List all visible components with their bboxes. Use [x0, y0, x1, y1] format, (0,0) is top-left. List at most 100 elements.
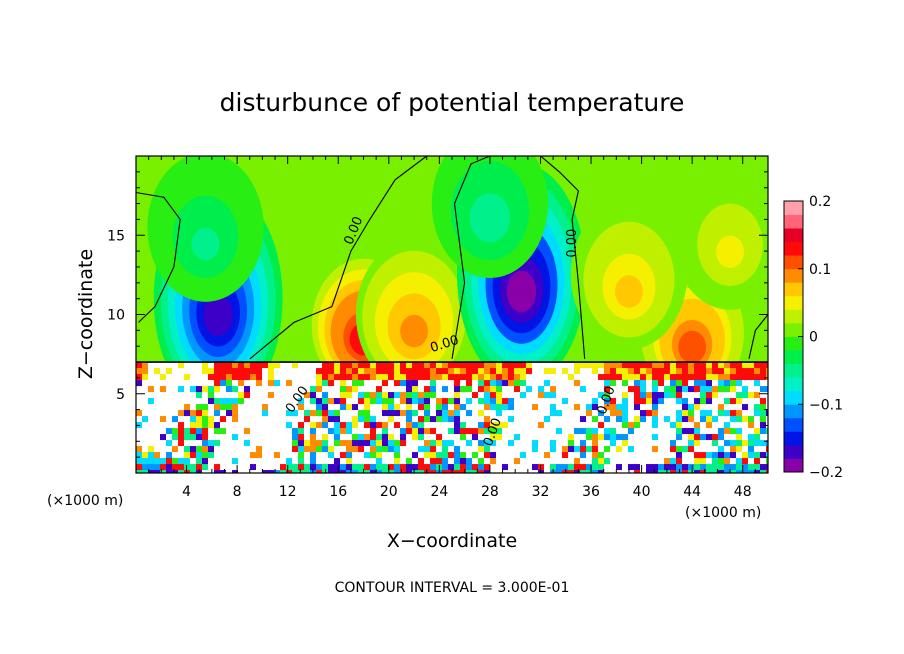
lower-cell — [340, 422, 347, 429]
lower-cell — [334, 428, 341, 435]
lower-cell — [562, 392, 569, 399]
lower-cell — [310, 380, 317, 387]
lower-cell — [514, 392, 521, 399]
lower-cell — [640, 470, 647, 473]
lower-cell — [592, 422, 599, 429]
lower-cell — [364, 422, 371, 429]
lower-cell — [496, 470, 503, 473]
lower-cell — [154, 446, 161, 453]
lower-cell — [376, 416, 383, 423]
lower-cell — [346, 458, 353, 465]
lower-cell — [550, 446, 557, 453]
lower-cell — [448, 362, 455, 369]
x-tick-label: 24 — [430, 484, 448, 500]
lower-cell — [142, 374, 149, 381]
lower-cell — [178, 464, 185, 471]
lower-cell — [190, 362, 197, 369]
lower-cell — [400, 464, 407, 471]
lower-cell — [682, 362, 689, 369]
lower-cell — [400, 386, 407, 393]
lower-cell — [238, 416, 245, 423]
colorbar-segment — [784, 377, 803, 392]
lower-cell — [652, 380, 659, 387]
lower-cell — [490, 446, 497, 453]
lower-cell — [280, 416, 287, 423]
colorbar-segment — [784, 336, 803, 351]
lower-cell — [310, 440, 317, 447]
lower-cell — [724, 404, 731, 411]
lower-cell — [706, 386, 713, 393]
x-unit-right: (×1000 m) — [685, 505, 761, 521]
lower-cell — [700, 416, 707, 423]
lower-cell — [748, 410, 755, 417]
lower-cell — [664, 422, 671, 429]
lower-cell — [676, 362, 683, 369]
lower-cell — [430, 446, 437, 453]
lower-cell — [694, 368, 701, 375]
lower-cell — [214, 434, 221, 441]
lower-cell — [760, 380, 767, 387]
lower-cell — [652, 428, 659, 435]
lower-cell — [250, 362, 257, 369]
lower-cell — [574, 362, 581, 369]
lower-cell — [280, 392, 287, 399]
lower-cell — [226, 440, 233, 447]
lower-cell — [694, 374, 701, 381]
lower-cell — [238, 458, 245, 465]
lower-cell — [172, 458, 179, 465]
lower-cell — [748, 398, 755, 405]
lower-cell — [580, 470, 587, 473]
lower-cell — [670, 404, 677, 411]
lower-cell — [184, 380, 191, 387]
lower-cell — [652, 362, 659, 369]
lower-cell — [400, 434, 407, 441]
lower-cell — [406, 374, 413, 381]
lower-cell — [142, 380, 149, 387]
lower-cell — [262, 440, 269, 447]
lower-cell — [766, 464, 768, 471]
lower-cell — [382, 368, 389, 375]
lower-cell — [346, 446, 353, 453]
lower-cell — [184, 452, 191, 459]
lower-cell — [646, 440, 653, 447]
lower-cell — [754, 392, 761, 399]
lower-cell — [652, 458, 659, 465]
lower-cell — [232, 446, 239, 453]
lower-cell — [640, 368, 647, 375]
lower-cell — [580, 392, 587, 399]
lower-cell — [370, 362, 377, 369]
lower-cell — [172, 464, 179, 471]
x-tick-label: 40 — [633, 484, 651, 500]
lower-cell — [334, 422, 341, 429]
lower-cell — [220, 446, 227, 453]
lower-cell — [334, 404, 341, 411]
lower-cell — [424, 434, 431, 441]
lower-cell — [490, 416, 497, 423]
lower-cell — [244, 416, 251, 423]
lower-cell — [154, 434, 161, 441]
lower-cell — [244, 380, 251, 387]
lower-cell — [412, 392, 419, 399]
lower-cell — [544, 452, 551, 459]
lower-cell — [508, 416, 515, 423]
lower-cell — [166, 464, 173, 471]
lower-cell — [184, 416, 191, 423]
lower-cell — [484, 362, 491, 369]
lower-cell — [244, 410, 251, 417]
lower-cell — [328, 428, 335, 435]
lower-cell — [304, 404, 311, 411]
lower-cell — [742, 386, 749, 393]
lower-cell — [382, 470, 389, 473]
colorbar-segment — [784, 268, 803, 283]
lower-cell — [712, 398, 719, 405]
lower-cell — [628, 398, 635, 405]
lower-cell — [616, 404, 623, 411]
lower-cell — [418, 368, 425, 375]
lower-cell — [424, 410, 431, 417]
lower-cell — [622, 398, 629, 405]
lower-cell — [496, 398, 503, 405]
lower-cell — [430, 368, 437, 375]
lower-cell — [184, 368, 191, 375]
lower-cell — [754, 422, 761, 429]
